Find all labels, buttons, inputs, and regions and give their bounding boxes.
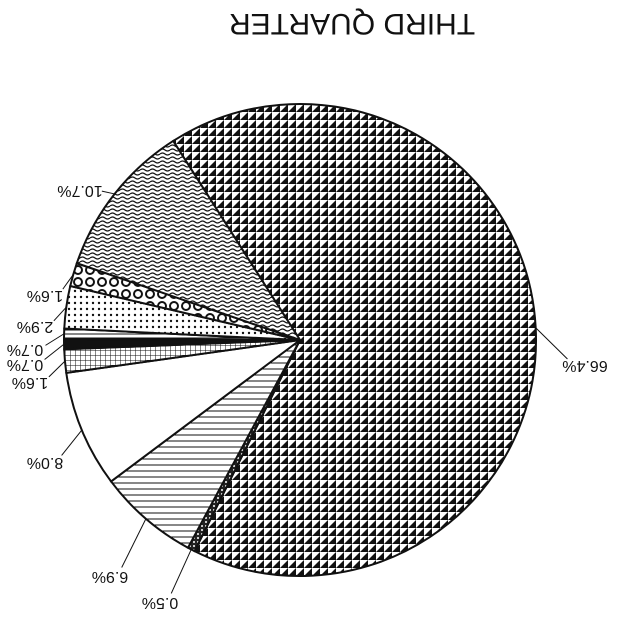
data-label: 0.5% — [142, 594, 178, 611]
leader-line — [44, 343, 65, 360]
leader-line — [121, 518, 147, 568]
data-label: 8.0% — [27, 454, 63, 471]
leader-line — [535, 327, 568, 360]
leader-line — [61, 429, 83, 456]
chart-title: THIRD QUARTER — [229, 7, 475, 40]
leader-line — [53, 306, 67, 322]
data-label: 0.7% — [7, 356, 43, 373]
data-label: 1.6% — [12, 374, 48, 391]
data-label: 1.6% — [27, 287, 63, 304]
data-label: 2.9% — [17, 318, 53, 335]
leader-line — [48, 360, 66, 378]
pie-slice — [171, 103, 537, 577]
data-label: 6.9% — [92, 568, 128, 585]
pie-slice — [75, 139, 303, 342]
data-label: 0.7% — [7, 341, 43, 358]
data-label: 66.4% — [562, 357, 607, 374]
leader-line — [45, 333, 65, 346]
data-label: 10.7% — [57, 182, 102, 199]
leader-line — [170, 549, 192, 594]
leader-line — [62, 274, 74, 290]
leader-line — [101, 190, 115, 195]
